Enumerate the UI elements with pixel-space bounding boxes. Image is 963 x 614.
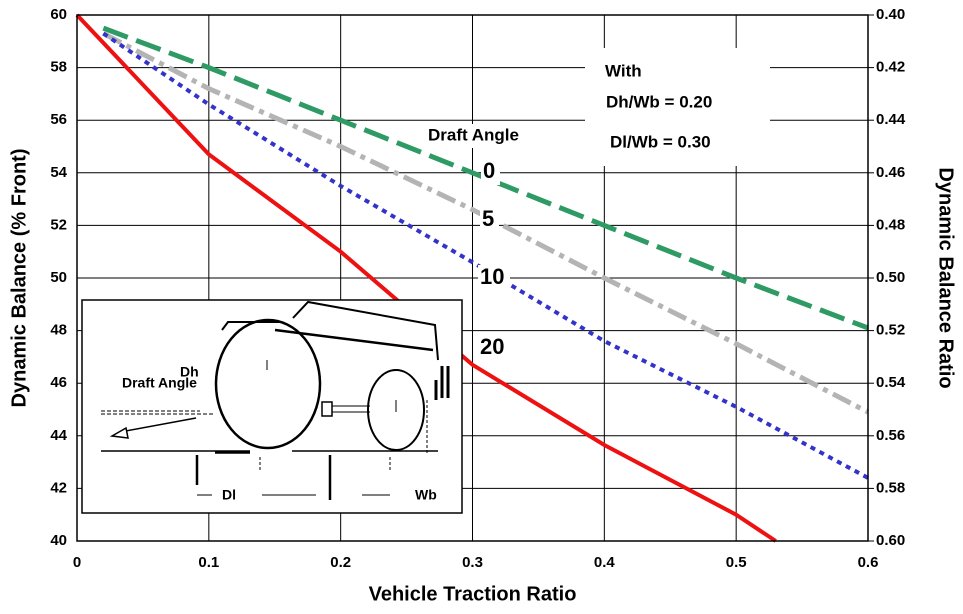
legend-title: Draft Angle xyxy=(428,125,519,144)
y-axis-title: Dynamic Balance (% Front) xyxy=(8,149,30,408)
x-tick-label: 0.1 xyxy=(198,554,219,571)
y2-axis-title: Dynamic Balance Ratio xyxy=(935,167,957,388)
y2-tick-label: 0.44 xyxy=(876,111,906,128)
series-line xyxy=(102,25,869,331)
y2-tick-label: 0.58 xyxy=(876,479,905,496)
label-bg xyxy=(478,265,510,291)
series-label: 20 xyxy=(480,334,504,359)
y-tick-label: 44 xyxy=(50,427,67,444)
inset-label: Dl xyxy=(222,487,236,503)
series-label: 10 xyxy=(480,264,504,289)
y2-tick-label: 0.42 xyxy=(876,59,905,76)
annotation: Dl/Wb = 0.30 xyxy=(610,132,711,151)
annotation: Dh/Wb = 0.20 xyxy=(606,92,712,111)
x-tick-label: 0.4 xyxy=(594,554,616,571)
y2-tick-label: 0.46 xyxy=(876,164,905,181)
y2-tick-label: 0.40 xyxy=(876,6,905,23)
x-tick-label: 0.6 xyxy=(858,554,879,571)
label-bg xyxy=(478,335,510,361)
series-line xyxy=(102,31,869,480)
series-label: 5 xyxy=(482,206,494,231)
y2-tick-label: 0.60 xyxy=(876,532,905,549)
y-tick-label: 58 xyxy=(50,59,67,76)
label-bg xyxy=(480,207,499,233)
y-tick-label: 48 xyxy=(50,322,67,339)
x-tick-label: 0 xyxy=(73,554,81,571)
series-line xyxy=(75,13,777,543)
x-tick-label: 0.3 xyxy=(462,554,483,571)
y2-tick-label: 0.54 xyxy=(876,374,906,391)
y-tick-label: 42 xyxy=(50,479,67,496)
annotation-box xyxy=(585,48,770,166)
label-bg xyxy=(426,124,576,148)
y-tick-label: 50 xyxy=(50,269,67,286)
y-tick-label: 54 xyxy=(50,164,67,181)
y-tick-label: 52 xyxy=(50,216,67,233)
label-bg xyxy=(481,159,500,185)
series-label: 0 xyxy=(483,158,495,183)
annotation: With xyxy=(605,61,642,80)
y2-tick-label: 0.52 xyxy=(876,322,905,339)
y2-tick-label: 0.48 xyxy=(876,216,905,233)
inset-label: Draft Angle xyxy=(122,375,197,391)
x-axis-title: Vehicle Traction Ratio xyxy=(369,583,577,605)
series-line xyxy=(102,31,870,415)
x-tick-label: 0.5 xyxy=(726,554,747,571)
plot-frame xyxy=(76,14,869,542)
y-tick-label: 60 xyxy=(50,6,67,23)
inset-label: Wb xyxy=(415,487,437,503)
y2-tick-label: 0.50 xyxy=(876,269,905,286)
y-tick-label: 46 xyxy=(50,374,67,391)
y-tick-label: 56 xyxy=(50,111,67,128)
inset-diagram xyxy=(81,299,463,514)
inset-label: Dh xyxy=(180,364,199,380)
y2-tick-label: 0.56 xyxy=(876,427,905,444)
y-tick-label: 40 xyxy=(50,532,67,549)
x-tick-label: 0.2 xyxy=(330,554,351,571)
